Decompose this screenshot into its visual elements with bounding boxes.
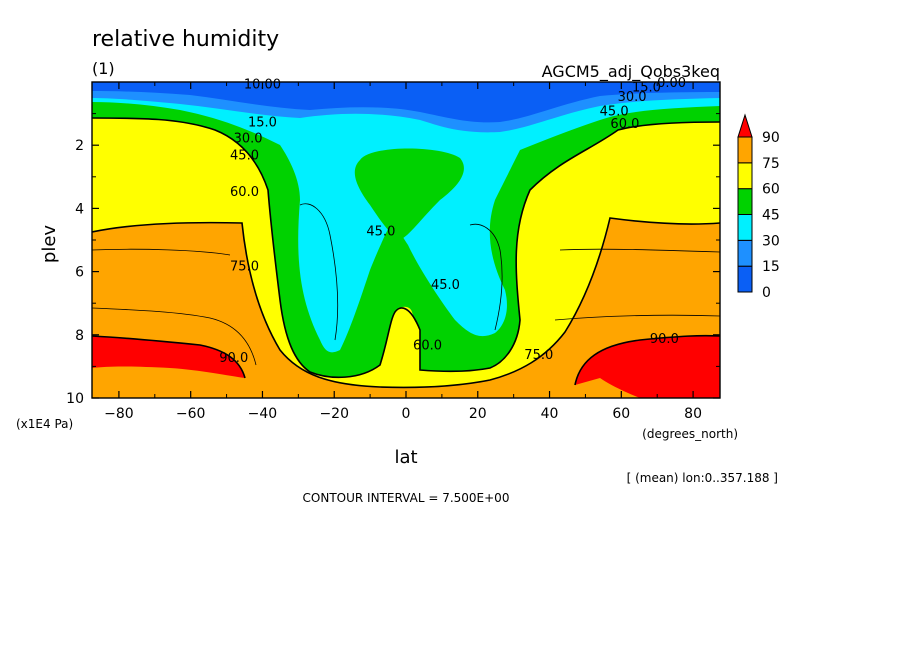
- contour-interval: CONTOUR INTERVAL = 7.500E+00: [303, 491, 510, 505]
- legend-label: 90: [762, 130, 780, 146]
- y-tick-label: 10: [66, 391, 84, 407]
- band-above-90-north: [575, 335, 720, 398]
- y-tick-label: 2: [75, 138, 84, 154]
- contour-label: 45.0: [230, 149, 259, 164]
- legend-swatch: [737, 162, 753, 190]
- legend-swatch: [737, 265, 753, 293]
- contour-label: 90.0: [219, 351, 248, 366]
- y-tick-label: 4: [75, 201, 84, 217]
- x-tick-label: 40: [541, 406, 559, 422]
- contour-labels: 10.0015.030.045.060.075.090.045.045.060.…: [219, 76, 686, 366]
- x-tick-label: −20: [319, 406, 349, 422]
- x-axis-unit: (degrees_north): [642, 427, 738, 441]
- contour-fill-area: [92, 82, 720, 398]
- x-axis-ticks: −80 −60 −40 −20 0 20 40 60 80: [104, 82, 702, 422]
- y-axis-ticks: 2 4 6 8 10: [66, 113, 720, 407]
- chart-subtitle-right: AGCM5_adj_Qobs3keq: [542, 62, 720, 82]
- mean-note: [ (mean) lon:0..357.188 ]: [627, 471, 778, 485]
- chart-title: relative humidity: [92, 27, 279, 52]
- contour-label: 60.0: [413, 338, 442, 353]
- chart-subtitle-left: (1): [92, 59, 115, 78]
- legend-label: 0: [762, 285, 771, 301]
- contour-label: 10.00: [244, 78, 281, 93]
- legend-swatch: [737, 239, 753, 267]
- contour-label: 60.0: [610, 117, 639, 132]
- band-above-90-south: [92, 336, 245, 378]
- contour-label: 45.0: [600, 104, 629, 119]
- y-tick-label: 8: [75, 328, 84, 344]
- color-legend: 0 15 30 45 60 75 90: [737, 113, 780, 301]
- legend-label: 30: [762, 233, 780, 249]
- thin-contours: [92, 203, 720, 366]
- legend-label: 15: [762, 259, 780, 275]
- x-tick-label: −80: [104, 406, 134, 422]
- contour-label: 90.0: [650, 332, 679, 347]
- x-tick-label: 80: [684, 406, 702, 422]
- contour-label: 75.0: [524, 348, 553, 363]
- legend-swatch-overflow: [737, 113, 753, 138]
- legend-swatch: [737, 188, 753, 216]
- y-tick-label: 6: [75, 265, 84, 281]
- contour-label: 15.0: [632, 81, 661, 96]
- x-tick-label: 20: [469, 406, 487, 422]
- legend-swatch: [737, 136, 753, 164]
- contour-label: 60.0: [230, 185, 259, 200]
- contour-label: 30.0: [234, 131, 263, 146]
- legend-swatch: [737, 214, 753, 241]
- band-45-60-island: [354, 148, 464, 240]
- contour-label: 75.0: [230, 259, 259, 274]
- band-0-15: [92, 82, 720, 123]
- legend-label: 75: [762, 156, 780, 172]
- x-tick-label: 60: [612, 406, 630, 422]
- x-tick-label: 0: [402, 406, 411, 422]
- legend-label: 60: [762, 182, 780, 198]
- contour-label: 30.0: [618, 90, 647, 105]
- contour-label: 0.00: [657, 76, 686, 91]
- contour-label: 15.0: [248, 116, 277, 131]
- x-tick-label: −40: [248, 406, 278, 422]
- x-tick-label: −60: [176, 406, 206, 422]
- contour-label: 45.0: [366, 225, 395, 240]
- band-60-75-tongue: [380, 306, 420, 374]
- thick-contours: [92, 117, 720, 389]
- y-axis-label: plev: [39, 225, 60, 264]
- y-axis-unit: (x1E4 Pa): [16, 417, 73, 431]
- legend-label: 45: [762, 208, 780, 224]
- x-axis-label: lat: [394, 447, 417, 468]
- contour-label: 45.0: [431, 278, 460, 293]
